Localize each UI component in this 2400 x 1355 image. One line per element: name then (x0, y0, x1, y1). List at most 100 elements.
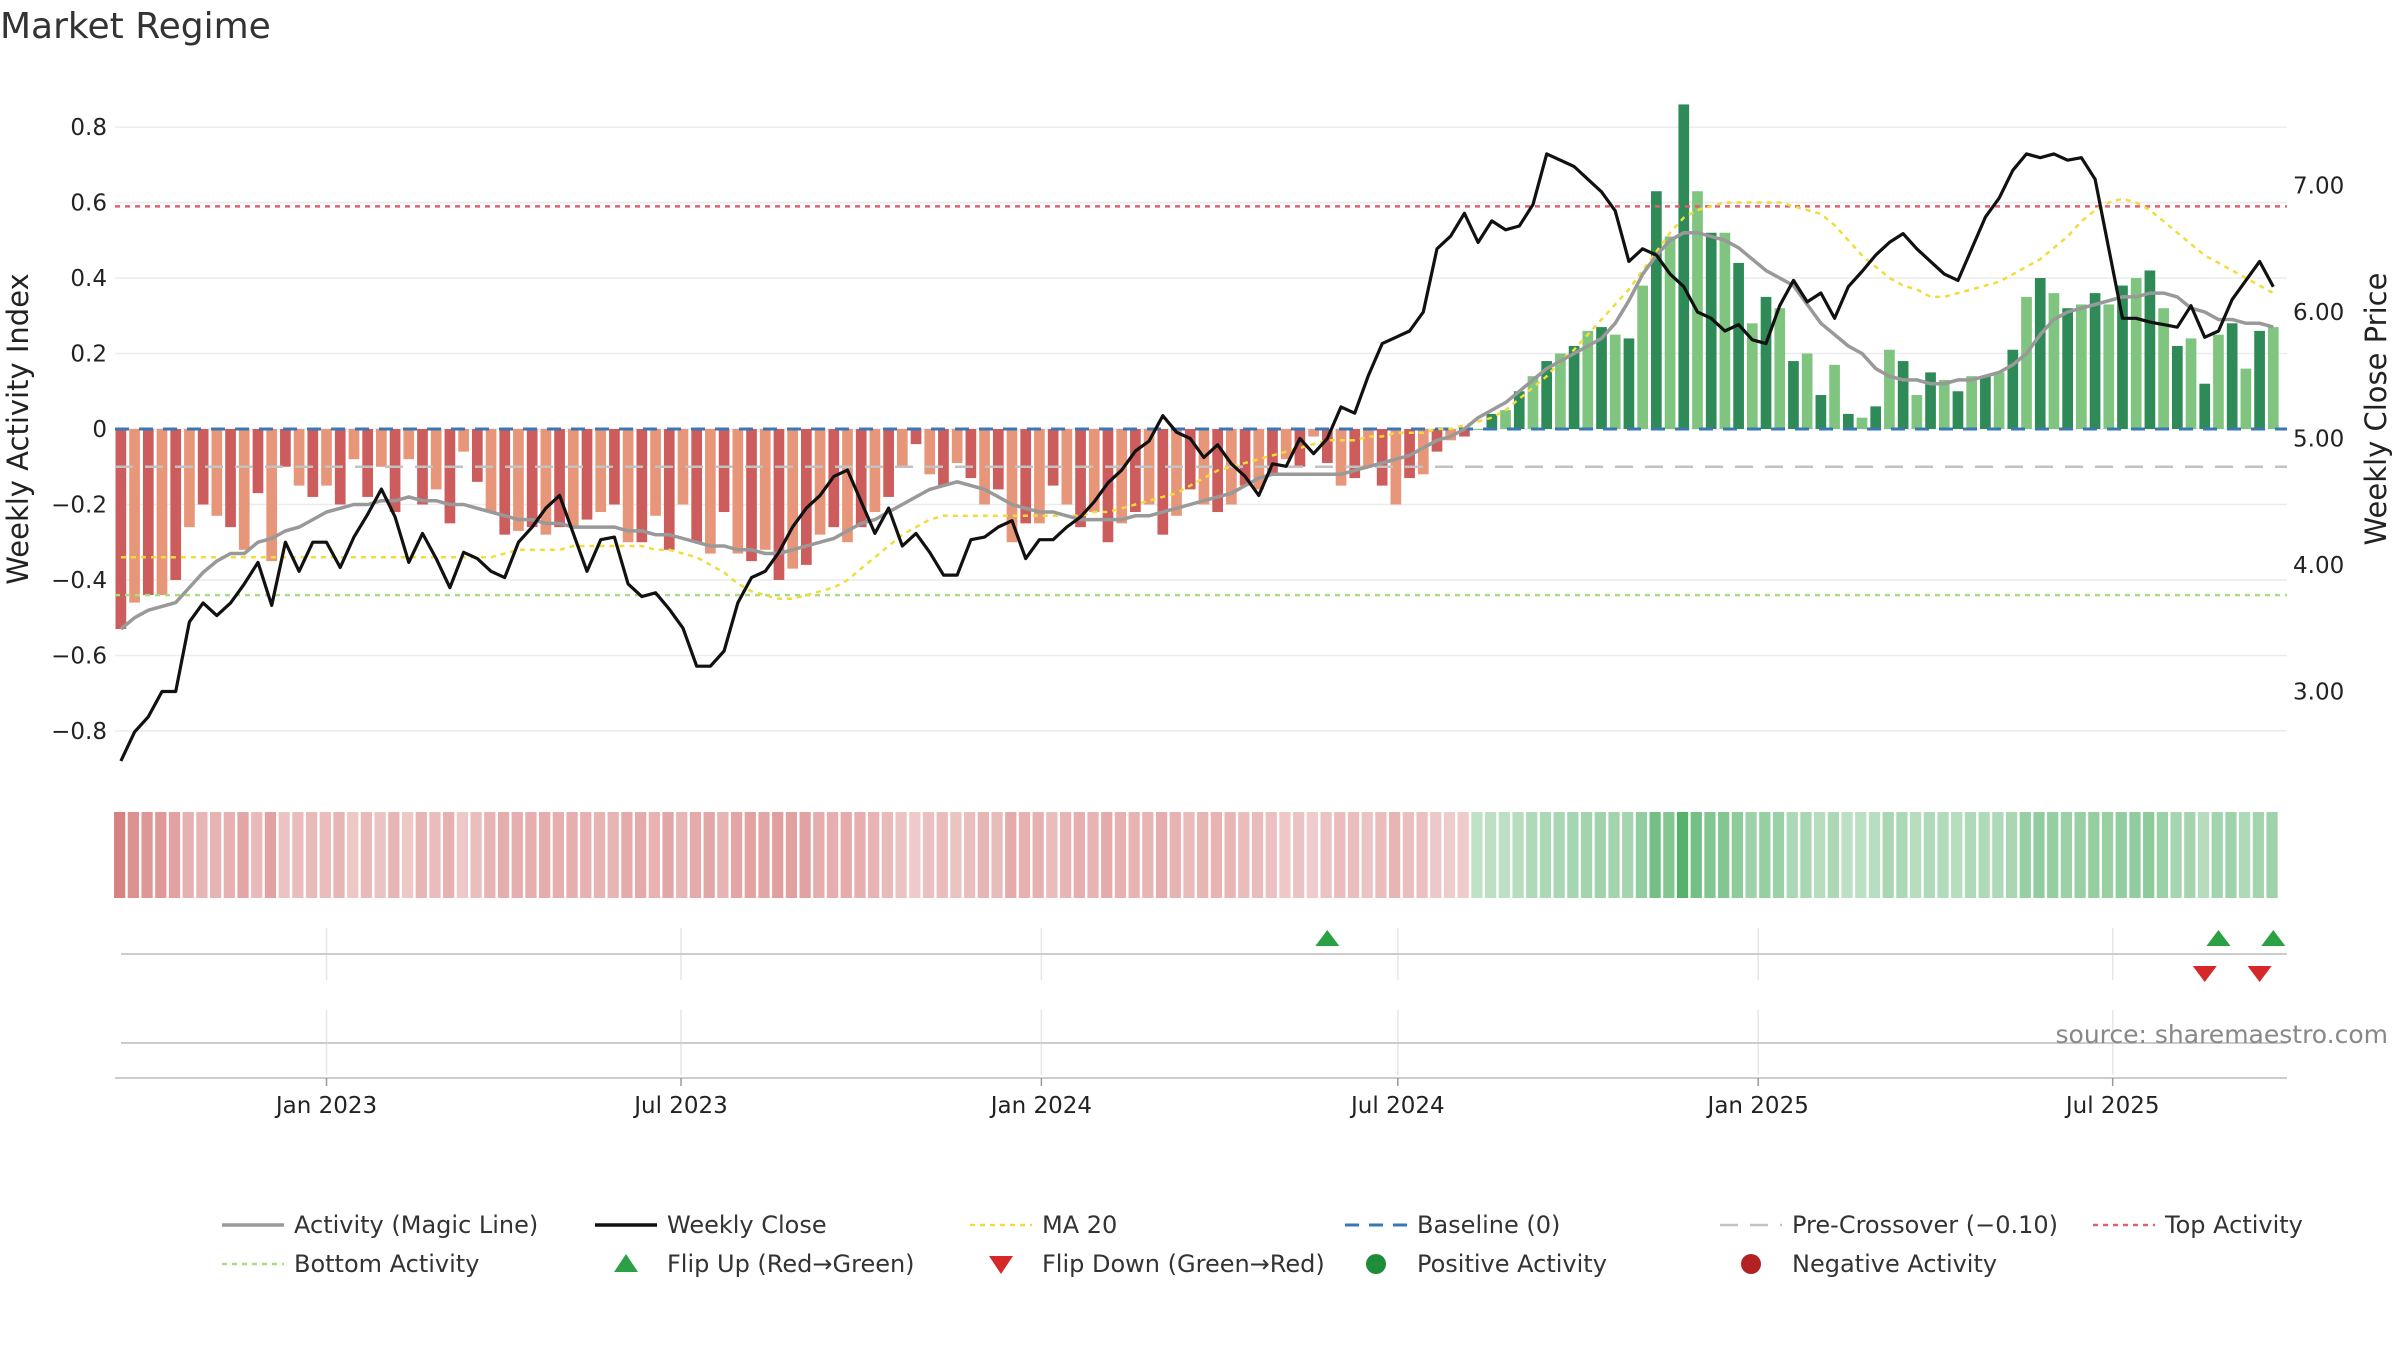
regime-strip-cell (360, 812, 373, 898)
y-tick-label: 0.2 (70, 342, 107, 368)
regime-strip-cell (1512, 812, 1524, 898)
y-tick-label: 0.4 (70, 266, 107, 292)
activity-bar (705, 429, 716, 554)
activity-bar (1897, 361, 1909, 429)
regime-strip-cell (333, 812, 345, 898)
activity-bar (869, 429, 881, 513)
legend-swatch (989, 1256, 1013, 1274)
activity-bar (1938, 379, 1950, 429)
activity-bar (1884, 349, 1895, 429)
regime-strip-cell (566, 812, 578, 898)
regime-strip-cell (1416, 812, 1428, 898)
y-tick-label: −0.6 (51, 643, 107, 669)
legend-label: Flip Up (Red→Green) (667, 1250, 915, 1278)
regime-strip-cell (251, 812, 263, 898)
activity-bar (266, 429, 278, 562)
regime-strip-cell (1210, 812, 1223, 898)
regime-strip-cell (1389, 812, 1401, 898)
activity-bar (2117, 285, 2128, 429)
activity-bar (1500, 410, 1511, 429)
legend: Activity (Magic Line) Weekly Close MA 20 Ba… (222, 1211, 2303, 1278)
regime-strip-cell (2252, 812, 2264, 898)
activity-bar (609, 429, 620, 505)
x-tick-label: Jan 2025 (1706, 1093, 1809, 1119)
activity-bar (513, 429, 524, 531)
regime-strip-cell (1526, 812, 1538, 898)
activity-bar (2076, 304, 2087, 429)
regime-strip-cell (1306, 812, 1319, 898)
regime-strip-cell (1759, 812, 1771, 898)
y-tick-label: −0.4 (51, 568, 107, 594)
activity-bar (1527, 376, 1539, 429)
regime-strip-cell (2088, 812, 2100, 898)
activity-bar (1746, 323, 1758, 429)
regime-strip-cell (1059, 812, 1072, 898)
regime-strip-cell (648, 812, 660, 898)
regime-strip-cell (2129, 812, 2141, 898)
regime-strip-cell (840, 812, 852, 898)
activity-bar (1842, 413, 1854, 429)
activity-bar (1417, 429, 1429, 475)
regime-strip-cell (1457, 812, 1469, 898)
activity-bar (2062, 308, 2073, 429)
regime-strip-cell (1909, 812, 1922, 898)
regime-strip-cell (1896, 812, 1908, 898)
activity-bar (1472, 429, 1484, 430)
legend-label: Baseline (0) (1417, 1211, 1560, 1239)
regime-strip-cell (758, 812, 770, 898)
regime-strip-cell (881, 812, 894, 898)
activity-bar (1034, 429, 1045, 524)
activity-bar (403, 429, 415, 460)
activity-bar (444, 429, 456, 524)
regime-strip-cell (854, 812, 866, 898)
activity-bar (1335, 429, 1347, 486)
activity-bar (115, 429, 127, 630)
chart-title: Market Regime (0, 6, 271, 47)
regime-strip-cell (2211, 812, 2223, 898)
regime-strip-cell (2033, 812, 2045, 898)
y2-tick-label: 7.00 (2293, 174, 2344, 200)
regime-strip-cell (429, 812, 441, 898)
legend-swatch (614, 1254, 638, 1272)
activity-bar (1856, 417, 1868, 429)
regime-strip-cell (196, 812, 208, 898)
regime-strip-cell (1690, 812, 1702, 898)
regime-strip-cell (662, 812, 674, 898)
activity-bar (1459, 429, 1470, 437)
activity-bar (650, 429, 661, 516)
y-tick-label: 0.8 (70, 115, 107, 141)
regime-strip-cell (1827, 812, 1839, 898)
regime-strip-cell (114, 812, 126, 898)
activity-bar (1815, 395, 1827, 429)
x-tick-label: Jan 2024 (989, 1093, 1092, 1119)
regime-strip-cell (1663, 812, 1675, 898)
regime-strip-cell (1251, 812, 1264, 898)
regime-strip-cell (1334, 812, 1346, 898)
activity-bar (718, 429, 730, 513)
activity-bar (540, 429, 552, 535)
regime-strip-cell (209, 812, 222, 898)
regime-strip-cell (1964, 812, 1977, 898)
regime-strip-cell (1484, 812, 1497, 898)
x-tick-label: Jan 2023 (274, 1093, 377, 1119)
activity-bar (1088, 429, 1100, 513)
activity-bar (1582, 330, 1594, 429)
activity-bar (581, 429, 593, 520)
regime-strip-cell (1855, 812, 1867, 898)
regime-strip-cell (1622, 812, 1634, 898)
regime-strip-cell (826, 812, 839, 898)
regime-strip-cell (868, 812, 880, 898)
regime-strip-cell (401, 812, 414, 898)
flip-down-marker (2247, 966, 2272, 982)
regime-strip-cell (511, 812, 523, 898)
y2-axis-label: Weekly Close Price (2359, 273, 2393, 546)
activity-bar (2213, 334, 2224, 429)
activity-bar (896, 429, 908, 467)
weekly-close-line (119, 152, 2275, 762)
regime-strip-cell (347, 812, 359, 898)
x-tick-label: Jul 2023 (632, 1093, 728, 1119)
activity-bar (883, 429, 894, 497)
series-lines (119, 152, 2275, 762)
regime-strip-cell (991, 812, 1003, 898)
